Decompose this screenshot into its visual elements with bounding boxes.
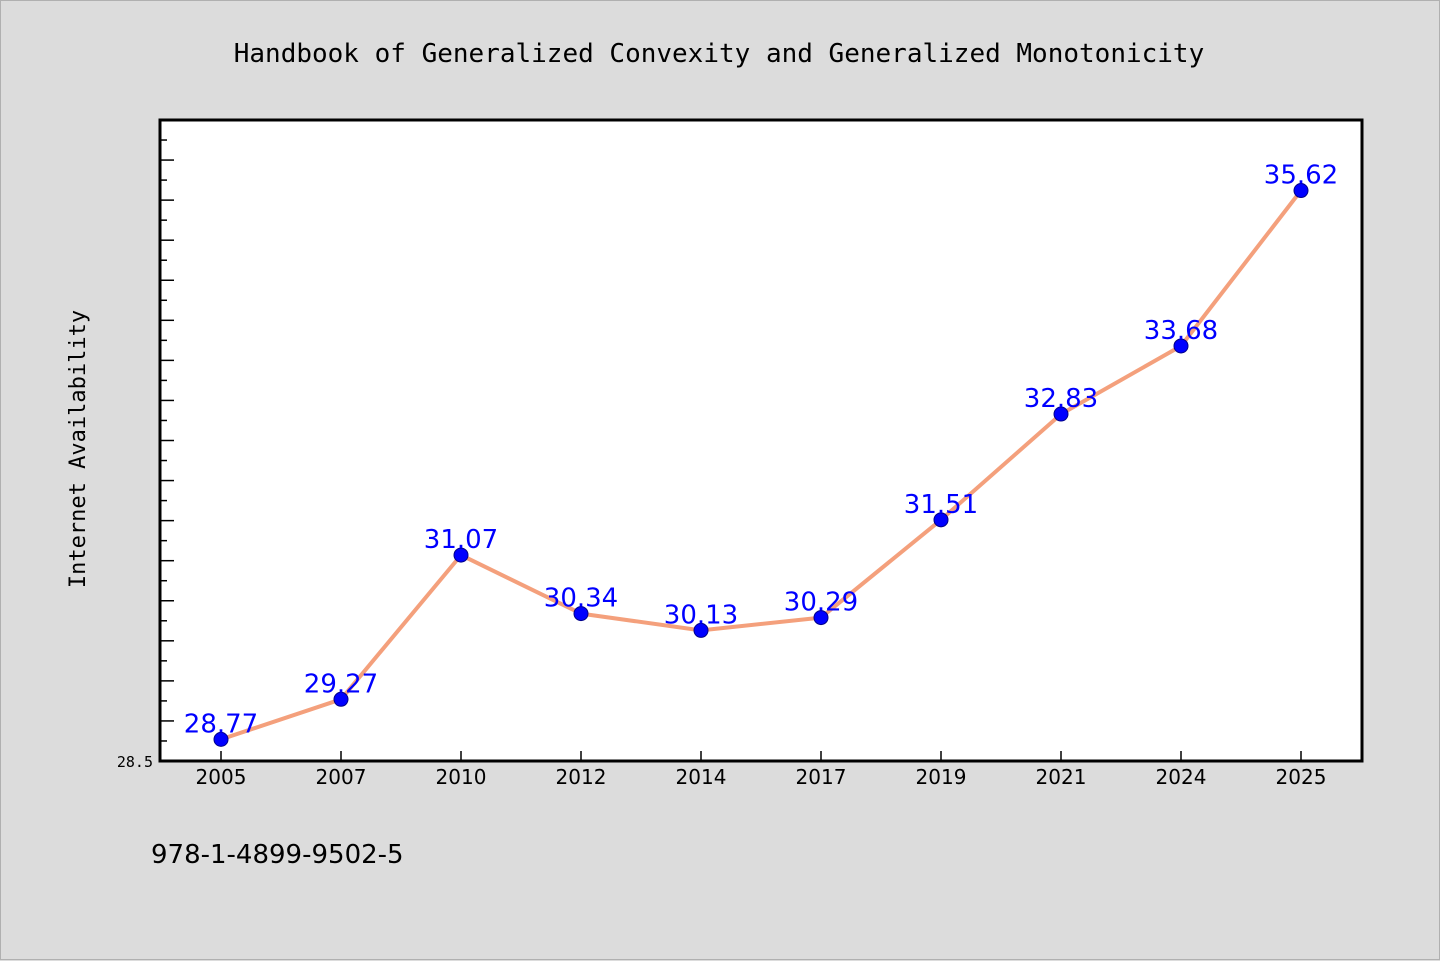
data-point [333,691,349,707]
x-tick-label: 2021 [1036,765,1087,789]
data-label: 31.07 [424,525,498,555]
data-point [1173,338,1189,354]
series-markers [213,183,1309,747]
data-point [933,512,949,528]
x-tick-label: 2012 [556,765,607,789]
y-axis-label: Internet Availability [66,310,91,588]
data-label: 32.83 [1024,384,1098,414]
data-point [693,622,709,638]
data-labels: 28.77 29.27 31.07 30.34 30.13 30.29 31.51 32.83… [184,161,1338,740]
data-label: 29.27 [304,669,378,699]
data-label: 31.51 [904,490,978,520]
data-point [453,547,469,563]
plot-area [158,118,1364,763]
y-tick-label-min: 28.5 [117,753,153,771]
data-label: 30.29 [784,588,858,618]
x-tick-label: 2019 [916,765,967,789]
data-label: 28.77 [184,709,258,739]
series-line [219,188,1303,742]
data-point [1293,183,1309,199]
x-tick-label: 2025 [1276,765,1327,789]
data-point [1053,406,1069,422]
data-label: 35.62 [1264,161,1338,191]
data-label: 30.34 [544,584,618,614]
x-tick-label: 2017 [796,765,847,789]
data-point [813,610,829,626]
isbn-footer: 978-1-4899-9502-5 [151,840,404,870]
data-label: 33.68 [1144,316,1218,346]
x-tick-label: 2024 [1156,765,1207,789]
x-axis: 2005 2007 2010 2012 2014 2017 2019 2021 2024 2025 [196,751,1327,789]
data-label: 30.13 [664,600,738,630]
chart-title: Handbook of Generalized Convexity and Ge… [234,39,1205,69]
x-tick-label: 2010 [436,765,487,789]
y-axis-ticks [160,119,174,762]
x-tick-label: 2014 [676,765,727,789]
x-tick-label: 2007 [316,765,367,789]
data-point [213,731,229,747]
x-tick-label: 2005 [196,765,247,789]
data-point [573,606,589,622]
